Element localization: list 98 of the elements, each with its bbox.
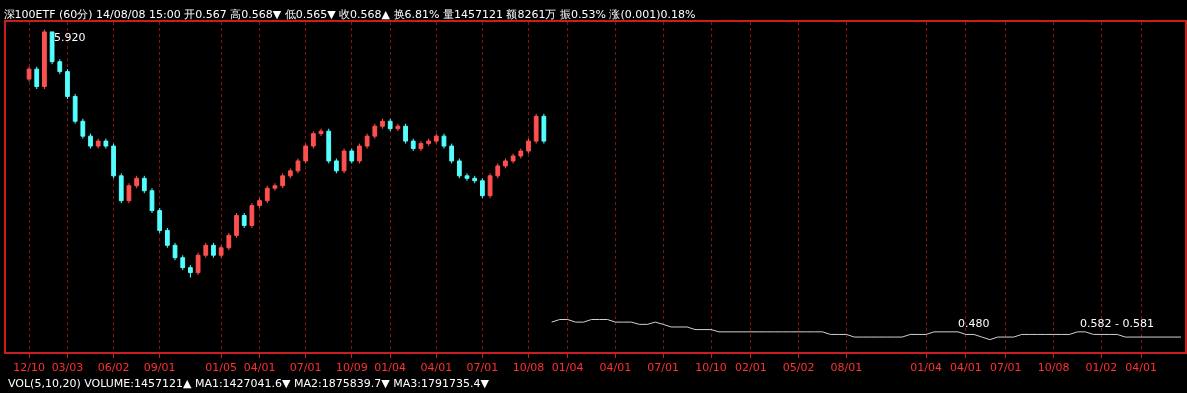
candlestick <box>433 133 439 145</box>
annotation: 0.582 - 0.581 <box>1080 317 1154 330</box>
candlestick <box>249 202 255 229</box>
candlestick <box>410 138 416 152</box>
candlestick <box>334 157 339 174</box>
x-tick-label: 04/01 <box>1125 361 1158 375</box>
candlestick <box>157 207 163 234</box>
candlestick <box>188 264 193 279</box>
candlestick <box>464 172 470 182</box>
candlestick <box>326 128 332 164</box>
x-tick-label: 07/01 <box>466 361 499 375</box>
candlestick <box>380 118 385 130</box>
candlestick <box>441 133 447 150</box>
candlestick <box>195 252 201 276</box>
candlestick <box>272 182 278 192</box>
candlestick <box>387 118 393 132</box>
x-tick-label: 01/04 <box>374 361 407 375</box>
x-tick-label: 02/01 <box>734 361 767 375</box>
candlestick <box>487 172 493 199</box>
candlestick <box>372 123 378 140</box>
candlestick <box>295 157 301 174</box>
candlestick <box>234 212 239 239</box>
x-tick-label: 01/02 <box>1085 361 1118 375</box>
candlestick <box>449 143 455 164</box>
x-tick-label: 04/01 <box>599 361 632 375</box>
x-tick-label: 04/01 <box>243 361 276 375</box>
candlestick <box>318 128 324 137</box>
candlestick <box>303 143 309 164</box>
candlestick <box>180 254 186 271</box>
candlestick <box>472 175 478 184</box>
x-tick-label: 07/01 <box>989 361 1022 375</box>
candlestick <box>310 130 316 150</box>
candlestick <box>149 187 155 214</box>
candlestick <box>126 182 132 204</box>
candlestick <box>518 148 524 159</box>
x-tick-label: 12/10 <box>13 361 45 375</box>
x-tick-label: 01/04 <box>551 361 584 375</box>
candlestick <box>495 162 501 179</box>
candlestick <box>88 133 93 150</box>
candlestick <box>42 28 47 90</box>
x-tick-label: 05/02 <box>782 361 815 375</box>
candlestick <box>172 242 178 261</box>
candlestick <box>141 175 147 194</box>
x-tick-label: 06/02 <box>97 361 130 375</box>
candlestick <box>111 143 116 179</box>
x-tick-label: 07/01 <box>647 361 680 375</box>
candlestick <box>103 138 109 150</box>
candlestick <box>26 66 32 83</box>
candlestick <box>403 123 408 145</box>
candlestick <box>34 66 40 90</box>
candlestick <box>257 197 262 209</box>
candlestick <box>49 31 55 65</box>
candlestick <box>134 175 140 189</box>
candlestick <box>164 227 170 249</box>
candlestick <box>510 153 516 164</box>
candlestick <box>264 185 270 204</box>
candlestick <box>541 113 547 145</box>
x-tick-label: 03/03 <box>51 361 84 375</box>
x-tick-label: 08/01 <box>830 361 863 375</box>
candlestick <box>287 167 293 179</box>
candlestick <box>72 93 78 125</box>
candlestick <box>341 148 347 174</box>
candlestick <box>349 148 355 164</box>
candlestick <box>80 118 86 140</box>
candlestick <box>503 157 508 169</box>
candlestick <box>218 244 224 259</box>
candlestick <box>418 140 424 152</box>
candlestick <box>203 242 209 259</box>
candlestick <box>426 138 431 147</box>
candlestick <box>241 212 247 229</box>
candlestick <box>533 113 539 145</box>
candlestick <box>226 232 232 251</box>
x-tick-label: 09/01 <box>143 361 176 375</box>
text: VOL(5,10,20) VOLUME:1457121▲ MA1:1427041.6▼ MA2:1875839.7▼ MA3:1791735.4▼ <box>8 377 490 390</box>
candlestick <box>280 172 285 189</box>
candlestick <box>57 58 63 75</box>
x-tick-label: 10/08 <box>1037 361 1070 375</box>
annotation: 0.480 <box>958 317 990 330</box>
annotation: 5.920 <box>54 31 86 44</box>
chart-title: 深100ETF (60分) 14/08/08 15:00 开0.567 高0.568▼ 低0.565▼ 收0.568▲ 换6.81% 量1457121 额8261万 振0.53% 涨(0.001)0.18% <box>3 7 696 21</box>
candlestick <box>395 123 401 132</box>
candlestick <box>526 138 531 154</box>
x-tick-label: 01/05 <box>205 361 237 375</box>
x-tick-label: 10/09 <box>335 361 368 375</box>
candlestick <box>211 242 216 259</box>
candlestick <box>364 133 370 150</box>
candlestick <box>95 138 101 150</box>
candlestick <box>480 177 485 199</box>
x-tick-label: 04/01 <box>420 361 453 375</box>
candlestick <box>357 143 362 164</box>
x-tick-label: 10/10 <box>695 361 727 375</box>
candlestick <box>65 68 70 100</box>
x-tick-label: 10/08 <box>512 361 545 375</box>
x-tick-label: 01/04 <box>910 361 942 375</box>
x-tick-label: 04/01 <box>950 361 982 375</box>
x-tick-label: 07/01 <box>289 361 322 375</box>
candlestick <box>118 172 124 204</box>
candlestick <box>456 157 462 179</box>
